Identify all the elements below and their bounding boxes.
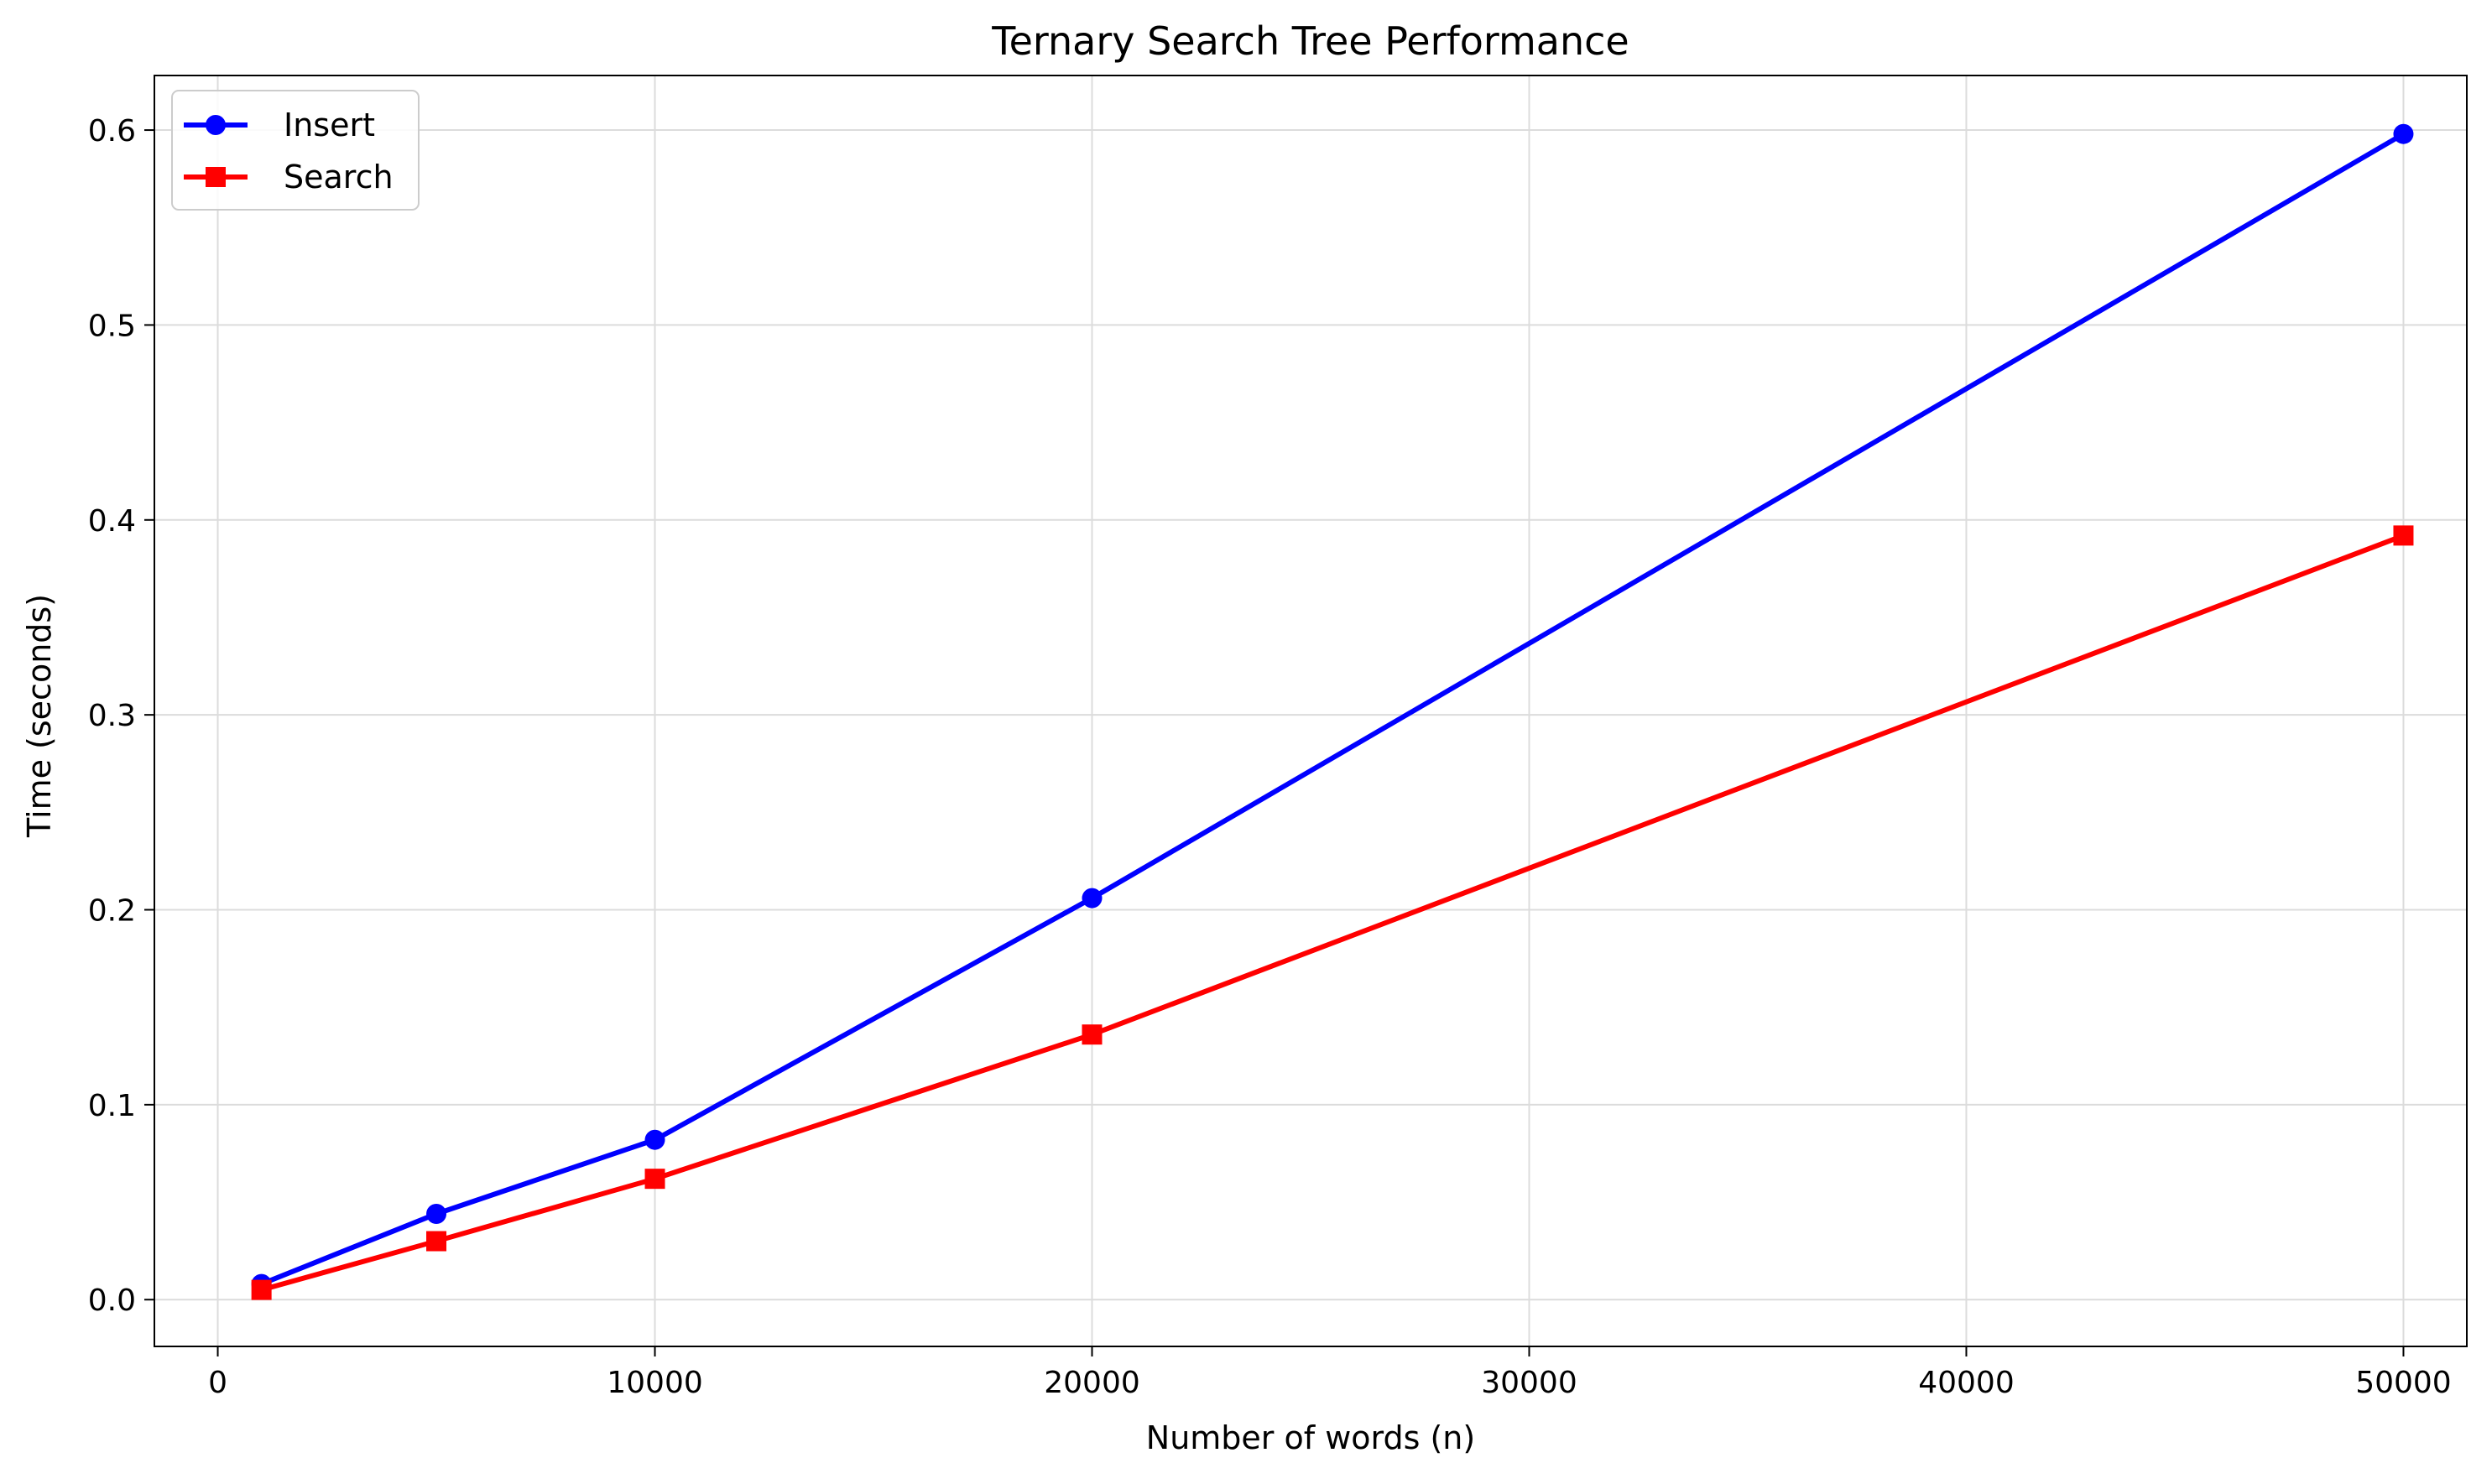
x-tick-label: 10000 xyxy=(607,1366,703,1400)
y-axis: 0.0 0.1 0.2 0.3 0.4 0.5 0.6 xyxy=(88,114,154,1318)
y-tick-label: 0.5 xyxy=(88,309,136,343)
legend-label: Insert xyxy=(284,107,375,143)
y-tick-label: 0.0 xyxy=(88,1284,136,1318)
y-axis-label: Time (seconds) xyxy=(21,594,58,838)
y-tick-label: 0.2 xyxy=(88,894,136,929)
x-tick-label: 50000 xyxy=(2355,1366,2452,1400)
chart-title: Ternary Search Tree Performance xyxy=(991,18,1629,64)
insert-point xyxy=(426,1203,447,1224)
search-point xyxy=(1082,1024,1103,1045)
y-tick-label: 0.6 xyxy=(88,114,136,148)
series-search xyxy=(251,525,2414,1300)
legend-box xyxy=(171,90,420,211)
search-point xyxy=(2393,525,2414,546)
x-tick-label: 30000 xyxy=(1481,1366,1577,1400)
insert-point xyxy=(644,1129,665,1150)
insert-point xyxy=(2393,123,2414,144)
search-point xyxy=(426,1231,447,1252)
legend-marker xyxy=(206,115,226,135)
x-tick-label: 20000 xyxy=(1044,1366,1140,1400)
legend-marker xyxy=(206,167,226,187)
x-tick-label: 40000 xyxy=(1918,1366,2015,1400)
x-axis-label: Number of words (n) xyxy=(1146,1419,1475,1456)
plot-frame xyxy=(154,75,2468,1347)
x-axis: 0 10000 20000 30000 40000 50000 xyxy=(208,1346,2452,1400)
legend-label: Search xyxy=(284,159,394,195)
y-tick-label: 0.3 xyxy=(88,699,136,733)
y-tick-label: 0.4 xyxy=(88,504,136,539)
search-point xyxy=(644,1169,665,1190)
search-point xyxy=(251,1279,272,1300)
insert-point xyxy=(1082,888,1103,909)
grid xyxy=(154,76,2467,1346)
legend-item-insert: Insert xyxy=(184,107,375,143)
x-tick-label: 0 xyxy=(208,1366,227,1400)
series-group xyxy=(251,123,2414,1300)
legend: Insert Search xyxy=(171,90,420,211)
legend-item-search: Search xyxy=(184,159,394,195)
y-tick-label: 0.1 xyxy=(88,1089,136,1123)
